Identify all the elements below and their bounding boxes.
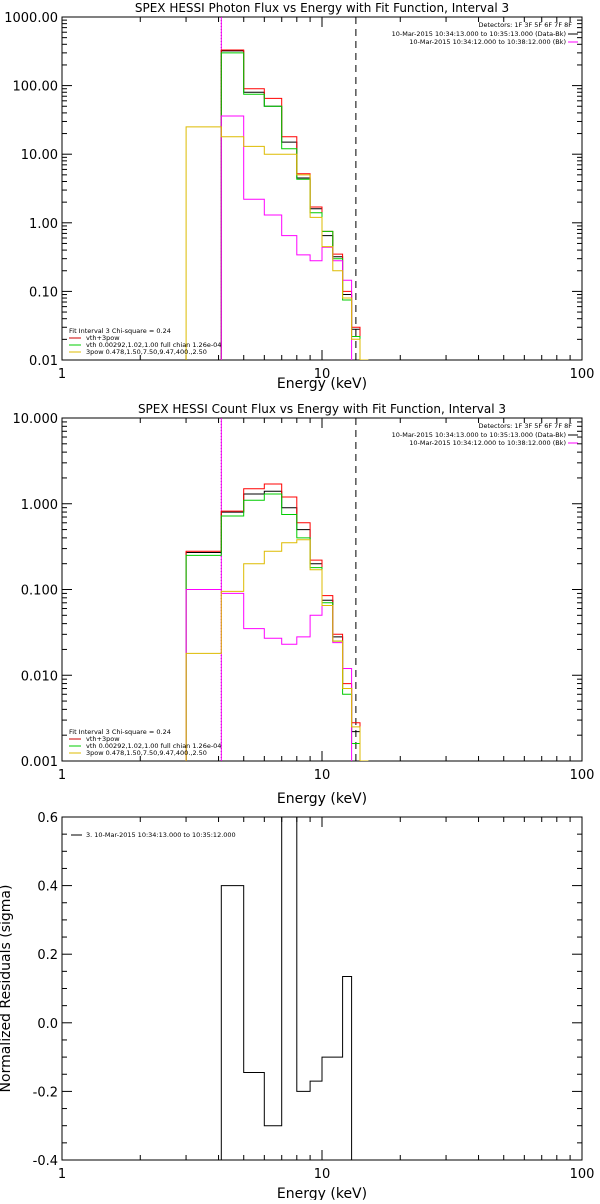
y-axis-label: Normalized Residuals (sigma) <box>0 885 14 1093</box>
legend-entry-text: 10-Mar-2015 10:34:13.000 to 10:35:13.000… <box>392 431 566 439</box>
legend-entry-text: 10-Mar-2015 10:34:12.000 to 10:38:12.000… <box>409 439 566 447</box>
chart-panel-2: SPEX HESSI Count Flux vs Energy with Fit… <box>13 402 595 807</box>
plot-data <box>185 418 369 761</box>
legend-entry-text: vth+3pow <box>86 735 120 743</box>
legend-entry-text: vth+3pow <box>86 334 120 342</box>
series-step-line <box>185 589 353 761</box>
x-tick-label: 10 <box>314 367 331 382</box>
series-step-line <box>185 483 369 761</box>
y-tick-label: -0.2 <box>33 1085 58 1100</box>
x-tick-label: 100 <box>570 1167 595 1182</box>
series-step-line <box>185 126 369 360</box>
y-tick-label: 10.00 <box>21 148 58 163</box>
legend-entry-text: vth 0.00292,1.02,1.00 full chian 1.26e-0… <box>86 742 221 750</box>
chart-panel-1: SPEX HESSI Photon Flux vs Energy with Fi… <box>4 1 594 392</box>
legend-fit-header: Fit Interval 3 Chi-square = 0.24 <box>69 327 171 335</box>
y-tick-label: 1.000 <box>21 498 58 513</box>
series-step-line <box>185 539 369 761</box>
y-tick-label: 0.0 <box>37 1017 58 1032</box>
y-tick-label: 1.00 <box>29 217 58 232</box>
series-step-line <box>220 52 369 360</box>
series-step-line <box>185 490 369 761</box>
y-tick-label: 0.6 <box>37 811 58 826</box>
x-tick-label: 1 <box>58 1167 66 1182</box>
y-tick-label: 100.00 <box>13 80 59 95</box>
y-tick-label: 0.01 <box>29 354 58 369</box>
y-tick-label: 0.001 <box>21 755 58 770</box>
plot-data <box>220 817 361 1160</box>
x-tick-label: 1 <box>58 367 66 382</box>
x-axis-label: Energy (keV) <box>277 376 367 392</box>
y-tick-label: 1000.00 <box>4 11 58 26</box>
x-tick-label: 1 <box>58 768 66 783</box>
series-step-line <box>220 115 353 360</box>
x-tick-label: 100 <box>570 367 595 382</box>
legend-entry-text: 3. 10-Mar-2015 10:34:13.000 to 10:35:12.… <box>86 831 236 839</box>
y-tick-label: 0.010 <box>21 669 58 684</box>
x-tick-label: 10 <box>314 768 331 783</box>
y-tick-label: 10.000 <box>13 412 59 427</box>
plot-frame <box>61 816 583 1161</box>
plot-frame <box>61 16 583 361</box>
series-step-line <box>220 49 369 360</box>
y-tick-label: 0.2 <box>37 948 58 963</box>
legend-detectors: Detectors: 1F 3F 5F 6F 7F 8F <box>478 422 572 430</box>
series-step-line <box>220 50 369 360</box>
chart-panel-3: 1 10 100 0.6 0.4 0.2 0.0 -0.2 -0.4 Energy (keV) No… <box>0 811 595 1202</box>
plot-data <box>185 17 369 360</box>
x-axis-label: Energy (keV) <box>277 791 367 807</box>
y-tick-label: 0.4 <box>37 880 58 895</box>
legend-entry-text: vth 0.00292,1.02,1.00 full chian 1.26e-0… <box>86 341 221 349</box>
series-step-line <box>220 817 361 1160</box>
legend-entry-text: 3pow 0.478,1.50,7.50,9.47,400.,2.50 <box>86 348 207 356</box>
x-axis-label: Energy (keV) <box>277 1186 367 1200</box>
series-step-line <box>185 493 369 761</box>
y-tick-label: 0.10 <box>29 285 58 300</box>
legend-detectors: Detectors: 1F 3F 5F 6F 7F 8F <box>478 21 572 29</box>
y-tick-label: 0.100 <box>21 584 58 599</box>
legend-fit-header: Fit Interval 3 Chi-square = 0.24 <box>69 728 171 736</box>
legend-entry-text: 10-Mar-2015 10:34:13.000 to 10:35:13.000… <box>392 30 566 38</box>
legend-entry-text: 10-Mar-2015 10:34:12.000 to 10:38:12.000… <box>409 38 566 46</box>
chart-title: SPEX HESSI Count Flux vs Energy with Fit… <box>138 402 506 416</box>
x-tick-label: 100 <box>570 768 595 783</box>
x-tick-label: 10 <box>314 1167 331 1182</box>
legend-entry-text: 3pow 0.478,1.50,7.50,9.47,400.,2.50 <box>86 749 207 757</box>
y-tick-label: -0.4 <box>33 1154 58 1169</box>
chart-title: SPEX HESSI Photon Flux vs Energy with Fi… <box>135 1 509 15</box>
